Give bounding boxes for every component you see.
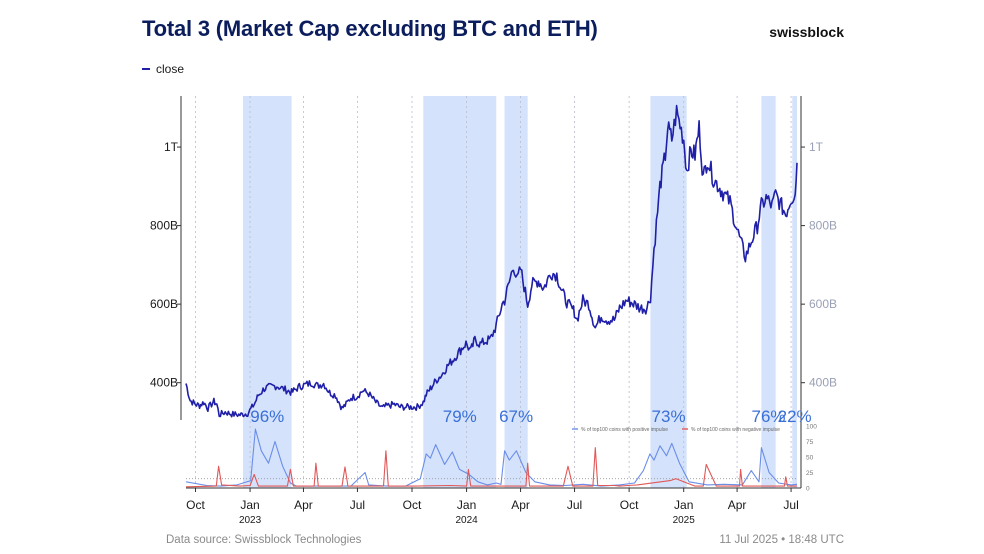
x-tick-label-1: Jan xyxy=(240,498,259,512)
positive-impulse-line xyxy=(185,428,798,487)
chart-title: Total 3 (Market Cap excluding BTC and ET… xyxy=(142,16,598,41)
x-tick-year-1: 2023 xyxy=(239,515,262,526)
brand-logo[interactable]: swissblock xyxy=(769,24,844,40)
impulse-percent-labels: 96% 79% 67% 73% 76%22% xyxy=(250,407,811,426)
vertical-gridlines xyxy=(195,96,792,488)
price-line xyxy=(185,104,798,418)
legend[interactable]: close xyxy=(142,62,184,76)
y-tick-right-3: 1T xyxy=(809,140,824,154)
y-tick-left-1: 600B xyxy=(150,297,178,311)
x-tick-label-11: Jul xyxy=(783,498,798,512)
sub-y-tick-1: 25 xyxy=(806,470,814,477)
impulse-percent-label-5: 22% xyxy=(778,407,812,426)
legend-label: close xyxy=(156,62,185,76)
sub-y-tick-4: 100 xyxy=(806,424,817,431)
highlight-band-4 xyxy=(761,96,776,488)
sub-y-tick-2: 50 xyxy=(806,455,814,462)
highlight-band-0 xyxy=(242,96,292,488)
y-tick-right-1: 600B xyxy=(809,297,837,311)
x-tick-label-10: Apr xyxy=(728,498,747,512)
impulse-percent-label-1: 79% xyxy=(443,407,477,426)
legend-swatch xyxy=(142,68,150,70)
x-tick-year-5: 2024 xyxy=(455,515,478,526)
impulse-percent-label-3: 73% xyxy=(652,407,686,426)
x-tick-label-4: Oct xyxy=(403,498,422,512)
x-tick-label-0: Oct xyxy=(186,498,205,512)
x-tick-label-9: Jan xyxy=(674,498,693,512)
y-tick-left-0: 400B xyxy=(150,376,178,390)
sub-legend-label-1: % of top100 coins with negative impulse xyxy=(691,427,780,433)
y-tick-left-3: 1T xyxy=(164,140,179,154)
sub-y-tick-3: 75 xyxy=(806,439,814,446)
highlight-bands xyxy=(242,96,797,488)
main-axes: 400B 400B 600B 600B 800B 800B 1T 1T xyxy=(150,96,837,488)
highlight-band-5 xyxy=(792,96,797,488)
y-tick-left-2: 800B xyxy=(150,219,178,233)
x-tick-label-8: Oct xyxy=(620,498,639,512)
sub-y-tick-0: 0 xyxy=(806,486,810,493)
impulse-percent-label-0: 96% xyxy=(250,407,284,426)
impulse-subpanel: 0 25 50 75 100 % of top100 coins with positiv… xyxy=(185,424,817,493)
x-axis: Oct Jan 2023 Apr Jul Oct Jan 2024 Apr Jul Oct Jan 20… xyxy=(186,487,801,526)
x-tick-label-7: Jul xyxy=(567,498,582,512)
highlight-band-1 xyxy=(423,96,497,488)
sub-legend-label-0: % of top100 coins with positive impulse xyxy=(581,427,668,433)
impulse-percent-label-4: 76% xyxy=(752,407,786,426)
highlight-band-2 xyxy=(504,96,528,488)
x-tick-label-5: Jan xyxy=(457,498,476,512)
x-tick-label-2: Apr xyxy=(294,498,313,512)
impulse-percent-label-2: 67% xyxy=(499,407,533,426)
negative-impulse-line xyxy=(185,447,797,488)
close-series-line xyxy=(185,104,798,418)
highlight-band-3 xyxy=(650,96,687,488)
data-source: Data source: Swissblock Technologies xyxy=(166,534,362,546)
x-tick-label-3: Jul xyxy=(350,498,365,512)
timestamp: 11 Jul 2025 • 18:48 UTC xyxy=(719,534,844,546)
x-tick-year-9: 2025 xyxy=(673,515,696,526)
x-tick-label-6: Apr xyxy=(511,498,530,512)
y-tick-right-0: 400B xyxy=(809,376,837,390)
y-tick-right-2: 800B xyxy=(809,219,837,233)
